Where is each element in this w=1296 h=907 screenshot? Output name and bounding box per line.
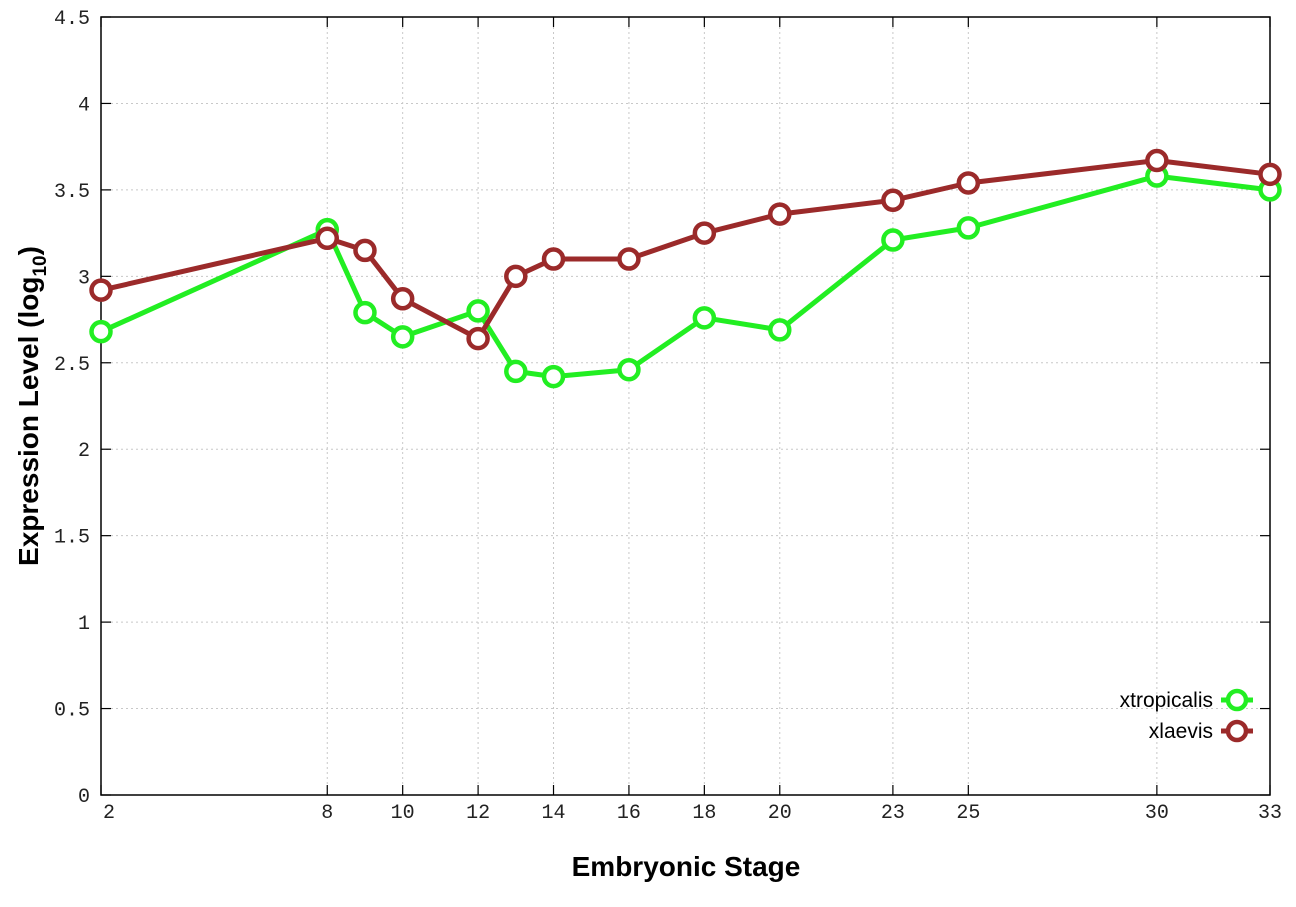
grid-lines (101, 17, 1270, 795)
data-point-xtropicalis (466, 299, 490, 323)
series-line-xlaevis (100, 158, 1271, 342)
series-layer (89, 148, 1282, 389)
legend-label-xtropicalis: xtropicalis (1120, 689, 1213, 712)
y-tick-label: 2.5 (54, 354, 90, 377)
data-point-xlaevis (768, 202, 792, 226)
y-tick-label: 4.5 (54, 8, 90, 31)
data-point-xlaevis (692, 221, 717, 245)
data-point-xtropicalis (617, 357, 641, 382)
data-point-xlaevis (617, 247, 641, 271)
x-tick-labels: 2 8 10 12 14 16 18 20 23 25 30 33 (103, 802, 1282, 825)
y-tick-label: 1.5 (54, 527, 90, 550)
series-xlaevis (89, 148, 1282, 351)
y-axis-title-subscript: 10 (30, 255, 51, 276)
x-tick-label: 33 (1258, 802, 1282, 825)
x-tick-label: 20 (768, 802, 792, 825)
data-point-xlaevis (466, 326, 490, 351)
data-point-xlaevis (504, 264, 528, 289)
x-tick-label: 18 (692, 802, 716, 825)
y-axis-title-main: Expression Level (log (13, 277, 44, 566)
x-tick-label: 14 (542, 802, 566, 825)
y-axis-title: Expression Level (log10) (13, 246, 51, 566)
data-point-xtropicalis (692, 306, 717, 330)
axis-ticks (100, 16, 1271, 796)
x-tick-label: 2 (103, 802, 115, 825)
x-tick-label: 30 (1145, 802, 1169, 825)
data-point-xtropicalis (353, 300, 377, 325)
data-point-xlaevis (881, 188, 905, 213)
y-tick-labels: 0 0.5 1 1.5 2 2.5 3 3.5 4 4.5 (54, 8, 90, 809)
x-axis-title: Embryonic Stage (572, 851, 801, 882)
y-tick-label: 3 (78, 267, 90, 290)
y-tick-label: 1 (78, 613, 90, 636)
data-point-xlaevis (89, 278, 113, 302)
y-tick-label: 3.5 (54, 181, 90, 204)
x-tick-label: 16 (617, 802, 641, 825)
data-point-xlaevis (956, 171, 981, 195)
data-point-xtropicalis (89, 319, 113, 344)
data-point-xtropicalis (881, 228, 905, 252)
legend-marker-xtropicalis (1225, 688, 1249, 712)
data-point-xtropicalis (390, 325, 415, 349)
x-tick-label: 8 (321, 802, 333, 825)
x-tick-label: 25 (956, 802, 980, 825)
x-tick-label: 10 (391, 802, 415, 825)
legend-marker-xlaevis (1225, 719, 1249, 743)
y-axis-title-close: ) (13, 246, 44, 255)
data-point-xlaevis (353, 238, 377, 263)
data-point-xtropicalis (768, 318, 792, 342)
data-point-xlaevis (1145, 148, 1169, 173)
legend: xtropicalis xlaevis (1120, 688, 1253, 743)
data-point-xlaevis (390, 287, 415, 311)
plot-frame (100, 16, 1271, 796)
y-tick-label: 0.5 (54, 700, 90, 723)
data-point-xlaevis (541, 247, 566, 271)
x-tick-label: 12 (466, 802, 490, 825)
x-tick-label: 23 (881, 802, 905, 825)
y-tick-label: 0 (78, 786, 90, 809)
data-point-xtropicalis (541, 364, 566, 389)
data-point-xlaevis (315, 226, 340, 251)
data-point-xlaevis (1258, 162, 1282, 187)
data-point-xtropicalis (504, 359, 528, 384)
data-point-xtropicalis (956, 216, 981, 240)
y-tick-label: 2 (78, 440, 90, 463)
y-tick-label: 4 (78, 94, 90, 117)
legend-label-xlaevis: xlaevis (1149, 720, 1213, 743)
